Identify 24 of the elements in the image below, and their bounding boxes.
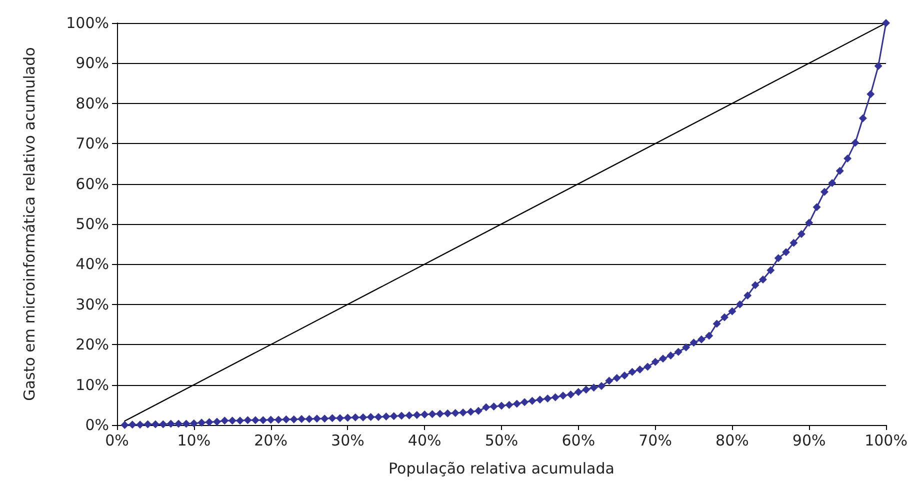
x-tick-label: 0% [105,432,129,450]
y-tick-label: 100% [66,14,109,32]
y-tick-label: 10% [76,376,109,394]
x-tick-label: 20% [254,432,288,450]
x-tick-label: 50% [484,432,518,450]
y-tick-label: 50% [76,215,109,233]
x-tick-label: 70% [638,432,672,450]
y-tick-label: 80% [76,94,109,112]
y-tick-label: 20% [76,336,109,354]
x-tick-label: 30% [331,432,364,450]
y-tick-label: 40% [76,255,109,274]
y-axis-title: Gasto em microinformática relativo acumulado [20,47,38,401]
y-tick-label: 70% [76,134,109,153]
x-tick-label: 80% [716,432,749,450]
y-tick-label: 60% [76,174,109,193]
x-tick-label: 100% [864,432,908,450]
y-tick-label: 30% [76,295,109,314]
y-tick-label: 90% [76,54,109,72]
x-axis-title: População relativa acumulada [388,460,614,478]
x-tick-label: 40% [408,432,442,450]
x-tick-label: 90% [792,432,826,450]
y-tick-label: 0% [85,416,109,434]
x-tick-label: 60% [562,432,596,450]
x-tick-label: 10% [177,432,211,450]
